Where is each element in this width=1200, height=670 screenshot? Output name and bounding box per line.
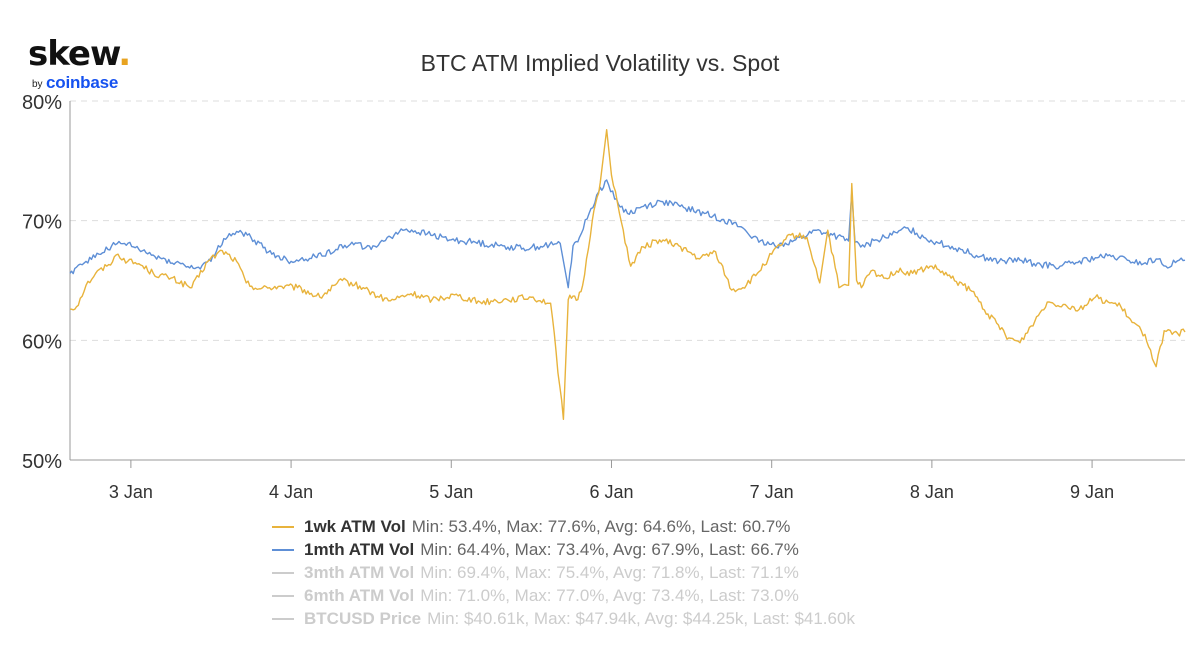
y-tick-label: 60%: [22, 331, 62, 353]
legend-swatch: [272, 525, 294, 528]
x-tick-label: 4 Jan: [269, 482, 313, 502]
legend-series-name: BTCUSD Price: [304, 608, 422, 628]
series-line-1wk-atm-vol: [69, 129, 1186, 421]
legend-series-name: 3mth ATM Vol: [304, 562, 415, 582]
x-tick-label: 7 Jan: [750, 482, 794, 502]
y-tick-label: 70%: [22, 212, 62, 234]
series-layer: [69, 129, 1186, 421]
x-tick-label: 3 Jan: [109, 482, 153, 502]
legend-swatch: [272, 594, 294, 597]
logo-dot: .: [118, 34, 131, 74]
logo-by-text: by: [32, 79, 43, 90]
y-tick-label: 50%: [22, 451, 62, 473]
legend-swatch: [272, 617, 294, 620]
chart-legend: 1wk ATM Vol Min: 53.4%, Max: 77.6%, Avg: …: [272, 515, 1032, 630]
grid-layer: [70, 100, 1185, 341]
legend-item[interactable]: 6mth ATM Vol Min: 71.0%, Max: 77.0%, Avg:…: [272, 584, 1032, 607]
legend-series-stats: Min: 64.4%, Max: 73.4%, Avg: 67.9%, Last…: [420, 539, 799, 559]
y-tick-label: 80%: [22, 92, 62, 114]
legend-series-name: 6mth ATM Vol: [304, 585, 415, 605]
x-tick-label: 8 Jan: [910, 482, 954, 502]
chart-title: BTC ATM Implied Volatility vs. Spot: [420, 50, 780, 76]
logo-word-text: skew: [28, 34, 119, 74]
x-tick-label: 5 Jan: [429, 482, 473, 502]
legend-swatch: [272, 548, 294, 551]
x-tick-label: 6 Jan: [589, 482, 633, 502]
legend-swatch: [272, 571, 294, 574]
logo-wordmark: skew.: [28, 34, 131, 74]
legend-series-stats: Min: $40.61k, Max: $47.94k, Avg: $44.25k…: [427, 608, 855, 628]
skew-coinbase-logo: skew. by coinbase: [28, 36, 148, 94]
legend-series-name: 1mth ATM Vol: [304, 539, 415, 559]
line-chart: 50% 60% 70% 80% 3 Jan 4 Jan 5 Jan 6 Jan 7 Jan 8 J…: [22, 92, 1186, 502]
legend-item[interactable]: 1wk ATM Vol Min: 53.4%, Max: 77.6%, Avg: …: [272, 515, 1032, 538]
legend-item[interactable]: BTCUSD Price Min: $40.61k, Max: $47.94k, …: [272, 607, 1032, 630]
x-tick-label: 9 Jan: [1070, 482, 1114, 502]
axis-layer: 50% 60% 70% 80% 3 Jan 4 Jan 5 Jan 6 Jan 7 Jan 8 J…: [22, 92, 1185, 502]
legend-item[interactable]: 3mth ATM Vol Min: 69.4%, Max: 75.4%, Avg:…: [272, 561, 1032, 584]
series-line-1mth-atm-vol: [69, 179, 1186, 289]
legend-series-stats: Min: 71.0%, Max: 77.0%, Avg: 73.4%, Last…: [420, 585, 799, 605]
legend-item[interactable]: 1mth ATM Vol Min: 64.4%, Max: 73.4%, Avg:…: [272, 538, 1032, 561]
legend-series-name: 1wk ATM Vol: [304, 516, 406, 536]
legend-series-stats: Min: 53.4%, Max: 77.6%, Avg: 64.6%, Last…: [411, 516, 791, 536]
logo-coinbase-text: coinbase: [46, 73, 119, 92]
legend-series-stats: Min: 69.4%, Max: 75.4%, Avg: 71.8%, Last…: [420, 562, 799, 582]
